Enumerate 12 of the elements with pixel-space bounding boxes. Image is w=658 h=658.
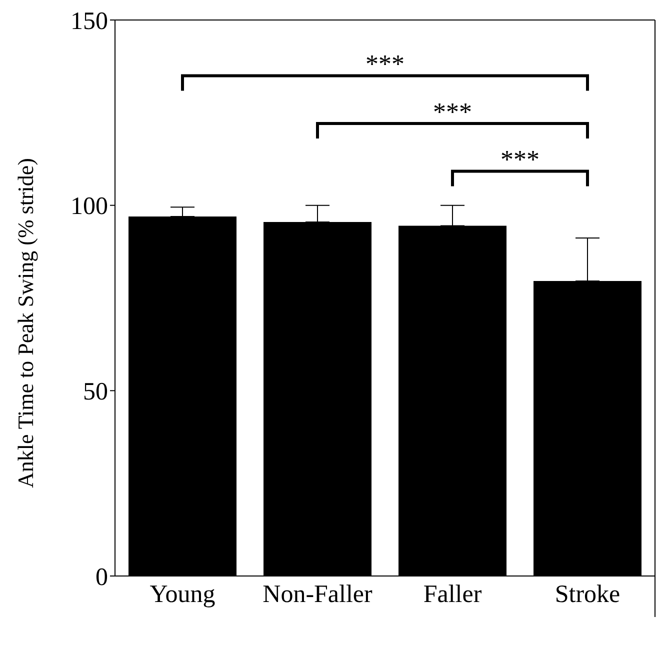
y-tick-label: 50 — [83, 378, 108, 406]
y-tick-label: 150 — [70, 8, 108, 35]
y-axis-title: Ankle Time to Peak Swing (% stride) — [12, 158, 38, 488]
annotation: *** — [433, 97, 472, 126]
x-tick-label: Stroke — [554, 580, 620, 608]
x-tick-label: Young — [150, 580, 216, 608]
y-tick-label: 0 — [96, 564, 108, 591]
y-tick-label: 100 — [70, 193, 108, 220]
x-tick-label: Faller — [423, 580, 482, 608]
x-tick-label: Non-Faller — [262, 580, 374, 608]
annotation: *** — [500, 145, 540, 174]
annotation: *** — [366, 50, 404, 79]
